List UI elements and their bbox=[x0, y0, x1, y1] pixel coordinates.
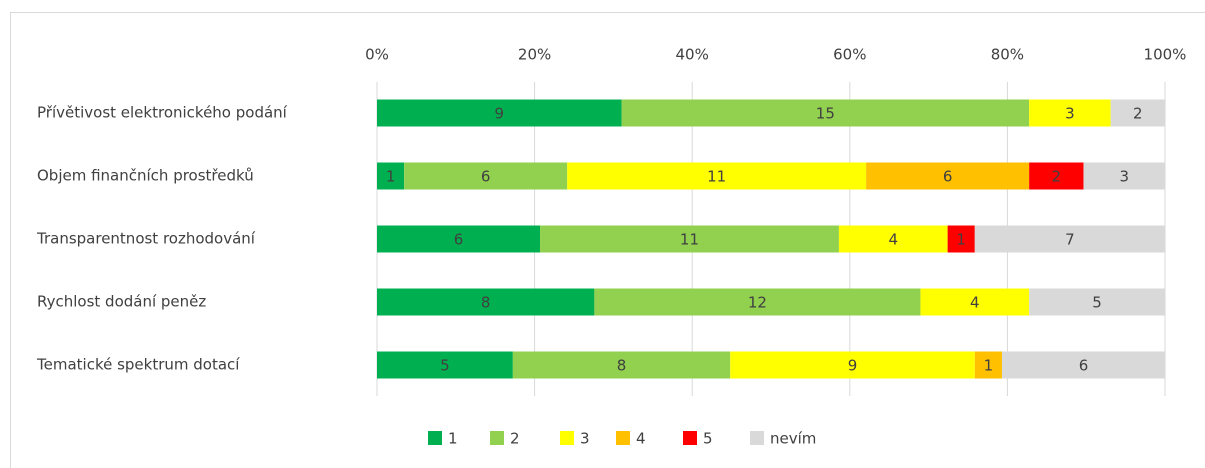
data-label: 4 bbox=[970, 294, 980, 312]
bar-segment bbox=[512, 351, 731, 379]
x-tick-label: 60% bbox=[833, 46, 866, 64]
category-label: Rychlost dodání peněz bbox=[37, 293, 206, 311]
category-label: Objem finančních prostředků bbox=[37, 167, 254, 185]
legend-swatch bbox=[616, 431, 630, 445]
data-label: 4 bbox=[889, 231, 899, 249]
data-label: 6 bbox=[1079, 357, 1089, 375]
bar-segment bbox=[594, 288, 921, 316]
bar-segment bbox=[920, 288, 1030, 316]
data-label: 3 bbox=[1119, 168, 1129, 186]
data-label: 6 bbox=[454, 231, 464, 249]
category-label: Přívětivost elektronického podání bbox=[37, 104, 288, 122]
bar-segment bbox=[866, 162, 1030, 190]
bar-segment bbox=[377, 99, 622, 127]
bar-segment bbox=[1110, 99, 1165, 127]
data-label: 12 bbox=[748, 294, 767, 312]
data-label: 6 bbox=[481, 168, 491, 186]
data-label: 8 bbox=[481, 294, 491, 312]
bar-segment bbox=[540, 225, 839, 253]
legend-swatch bbox=[428, 431, 442, 445]
category-label: Tematické spektrum dotací bbox=[36, 356, 240, 374]
x-tick-label: 20% bbox=[518, 46, 551, 64]
bar-segment bbox=[377, 162, 405, 190]
bar-segment bbox=[947, 225, 975, 253]
bar-segment bbox=[838, 225, 948, 253]
x-tick-label: 80% bbox=[991, 46, 1024, 64]
data-label: 9 bbox=[848, 357, 858, 375]
legend-swatch bbox=[560, 431, 574, 445]
data-label: 15 bbox=[816, 105, 835, 123]
data-label: 3 bbox=[1065, 105, 1075, 123]
legend-label: 5 bbox=[703, 430, 713, 448]
legend-swatch bbox=[683, 431, 697, 445]
data-label: 11 bbox=[680, 231, 699, 249]
data-label: 5 bbox=[1092, 294, 1102, 312]
data-label: 1 bbox=[956, 231, 966, 249]
bar-segment bbox=[730, 351, 975, 379]
bar-segment bbox=[377, 225, 541, 253]
data-label: 2 bbox=[1052, 168, 1062, 186]
legend-label: 2 bbox=[510, 430, 520, 448]
legend-label: 3 bbox=[580, 430, 590, 448]
bar-segment bbox=[377, 288, 595, 316]
bar-segment bbox=[377, 351, 513, 379]
bar-segment bbox=[1029, 99, 1111, 127]
data-label: 11 bbox=[707, 168, 726, 186]
bar-segment bbox=[974, 225, 1165, 253]
bar-segment bbox=[621, 99, 1030, 127]
data-label: 1 bbox=[386, 168, 396, 186]
bar-segment bbox=[404, 162, 568, 190]
x-tick-label: 0% bbox=[365, 46, 389, 64]
bar-segment bbox=[1029, 288, 1165, 316]
x-tick-label: 40% bbox=[676, 46, 709, 64]
bar-segment bbox=[974, 351, 1002, 379]
bar-segment bbox=[1083, 162, 1165, 190]
bar-segment bbox=[567, 162, 867, 190]
data-label: 2 bbox=[1133, 105, 1143, 123]
bar-segment bbox=[1029, 162, 1084, 190]
data-label: 5 bbox=[440, 357, 450, 375]
data-label: 6 bbox=[943, 168, 953, 186]
legend-swatch bbox=[750, 431, 764, 445]
category-label: Transparentnost rozhodování bbox=[36, 230, 256, 248]
bar-segment bbox=[1001, 351, 1165, 379]
legend-swatch bbox=[490, 431, 504, 445]
data-label: 7 bbox=[1065, 231, 1075, 249]
data-label: 1 bbox=[984, 357, 994, 375]
legend-label: 1 bbox=[448, 430, 458, 448]
x-tick-label: 100% bbox=[1144, 46, 1187, 64]
data-label: 9 bbox=[495, 105, 505, 123]
legend-label: nevím bbox=[770, 430, 816, 448]
legend-label: 4 bbox=[636, 430, 646, 448]
data-label: 8 bbox=[617, 357, 627, 375]
